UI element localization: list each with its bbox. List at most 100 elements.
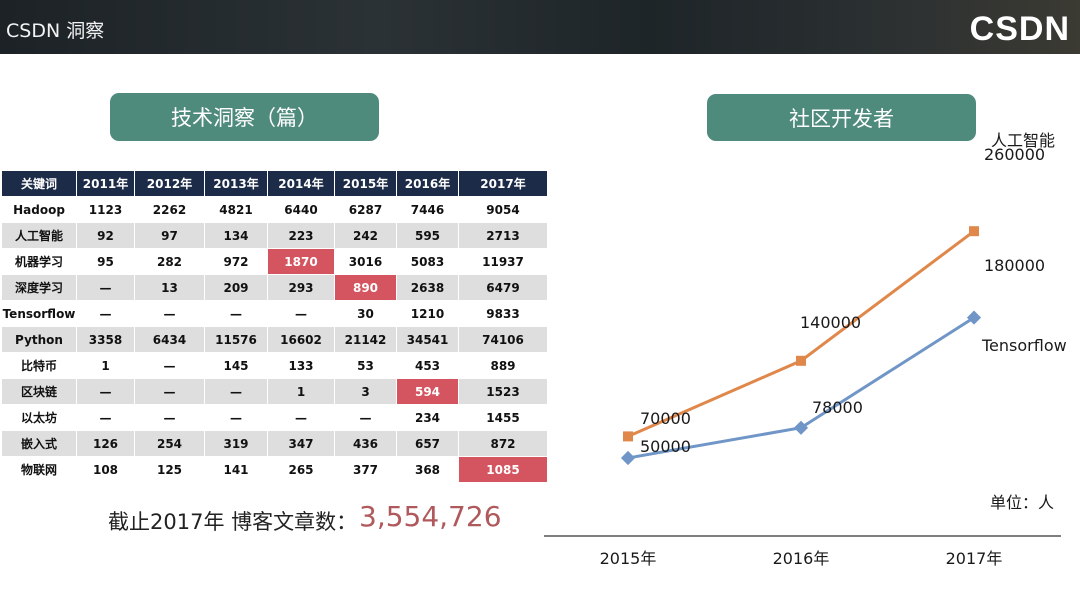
table-header-cell: 2013年 bbox=[204, 170, 268, 197]
count-cell: — bbox=[267, 404, 335, 431]
x-tick-label: 2016年 bbox=[773, 549, 830, 568]
keyword-cell: 机器学习 bbox=[1, 248, 77, 275]
table-header-row: 关键词 2011年 2012年 2013年 2014年 2015年 2016年 2017年 bbox=[1, 170, 548, 197]
count-cell: — bbox=[334, 404, 397, 431]
developer-line-chart: 2015年 2016年 2017年 70000 140000 260000 50000 780… bbox=[544, 131, 1067, 568]
count-cell: 34541 bbox=[396, 326, 459, 353]
count-cell: 108 bbox=[76, 456, 135, 483]
count-cell: 3016 bbox=[334, 248, 397, 275]
count-cell: — bbox=[76, 300, 135, 327]
keyword-cell: 以太坊 bbox=[1, 404, 77, 431]
count-cell: 1 bbox=[76, 352, 135, 379]
keyword-cell: 深度学习 bbox=[1, 274, 77, 301]
count-cell: — bbox=[204, 404, 268, 431]
count-cell: 7446 bbox=[396, 196, 459, 223]
count-cell: 890 bbox=[334, 274, 397, 301]
count-cell: 1123 bbox=[76, 196, 135, 223]
count-cell: 53 bbox=[334, 352, 397, 379]
keyword-cell: 人工智能 bbox=[1, 222, 77, 249]
count-cell: 6440 bbox=[267, 196, 335, 223]
data-label: 260000 bbox=[984, 145, 1045, 164]
keyword-cell: Tensorflow bbox=[1, 300, 77, 327]
data-label: 180000 bbox=[984, 256, 1045, 275]
unit-note: 单位：人 bbox=[990, 493, 1054, 512]
count-cell: 125 bbox=[134, 456, 205, 483]
table-header-cell: 2017年 bbox=[458, 170, 548, 197]
count-cell: 368 bbox=[396, 456, 459, 483]
count-cell: 6479 bbox=[458, 274, 548, 301]
count-cell: 11576 bbox=[204, 326, 268, 353]
ai-data-point bbox=[969, 226, 979, 237]
count-cell: — bbox=[204, 300, 268, 327]
count-cell: 234 bbox=[396, 404, 459, 431]
count-cell: 9054 bbox=[458, 196, 548, 223]
keyword-cell: 比特币 bbox=[1, 352, 77, 379]
table-header-cell: 2014年 bbox=[267, 170, 335, 197]
keyword-cell: 物联网 bbox=[1, 456, 77, 483]
tf-data-point bbox=[793, 420, 809, 435]
table-row: 区块链 — — —1 3 594 1523 bbox=[1, 378, 548, 405]
count-cell: 3358 bbox=[76, 326, 135, 353]
series-name-ai: 人工智能 bbox=[991, 131, 1055, 150]
count-cell: 453 bbox=[396, 352, 459, 379]
table-row: 机器学习 95 282 972 1870 3016 5083 11937 bbox=[1, 248, 548, 275]
table-header-cell: 2016年 bbox=[396, 170, 459, 197]
logo-slogan: 不止于代码 bbox=[979, 55, 1070, 65]
keyword-cell: Hadoop bbox=[1, 196, 77, 223]
count-cell: 6434 bbox=[134, 326, 205, 353]
count-cell: — bbox=[76, 378, 135, 405]
count-cell: 209 bbox=[204, 274, 268, 301]
count-cell: 97 bbox=[134, 222, 205, 249]
series-name-tensorflow: Tensorflow bbox=[981, 336, 1067, 355]
count-cell: — bbox=[267, 300, 335, 327]
count-cell: 1 bbox=[267, 378, 335, 405]
count-cell: 872 bbox=[458, 430, 548, 457]
count-cell: 74106 bbox=[458, 326, 548, 353]
keyword-table: 关键词 2011年 2012年 2013年 2014年 2015年 2016年 2017年 H… bbox=[1, 170, 548, 483]
keyword-cell: 嵌入式 bbox=[1, 430, 77, 457]
table-row: Hadoop 1123 2262 4821 6440 6287 7446 9054 bbox=[1, 196, 548, 223]
count-cell: — bbox=[76, 274, 135, 301]
table-row: 以太坊 — — — — —234 1455 bbox=[1, 404, 548, 431]
table-header-cell: 2015年 bbox=[334, 170, 397, 197]
count-cell: 4821 bbox=[204, 196, 268, 223]
header-banner: CSDN 洞察 CSDN 不止于代码 bbox=[0, 0, 1080, 65]
count-cell: 889 bbox=[458, 352, 548, 379]
count-cell: 2713 bbox=[458, 222, 548, 249]
count-cell: 95 bbox=[76, 248, 135, 275]
count-cell: 6287 bbox=[334, 196, 397, 223]
count-cell: — bbox=[204, 378, 268, 405]
count-cell: 134 bbox=[204, 222, 268, 249]
count-cell: — bbox=[134, 300, 205, 327]
table-header-cell: 2012年 bbox=[134, 170, 205, 197]
count-cell: 133 bbox=[267, 352, 335, 379]
total-posts-label: 截止2017年 博客文章数： bbox=[108, 510, 358, 534]
count-cell: 347 bbox=[267, 430, 335, 457]
count-cell: 11937 bbox=[458, 248, 548, 275]
count-cell: 594 bbox=[396, 378, 459, 405]
count-cell: 282 bbox=[134, 248, 205, 275]
banner-title: CSDN 洞察 bbox=[6, 20, 105, 42]
count-cell: 223 bbox=[267, 222, 335, 249]
total-posts-value: 3,554,726 bbox=[359, 500, 502, 533]
count-cell: 265 bbox=[267, 456, 335, 483]
series-line-0 bbox=[627, 229, 975, 438]
count-cell: 145 bbox=[204, 352, 268, 379]
count-cell: 13 bbox=[134, 274, 205, 301]
count-cell: 126 bbox=[76, 430, 135, 457]
count-cell: 1085 bbox=[458, 456, 548, 483]
count-cell: 30 bbox=[334, 300, 397, 327]
csdn-logo: CSDN bbox=[969, 10, 1070, 48]
table-header-cell: 关键词 bbox=[1, 170, 77, 197]
count-cell: 595 bbox=[396, 222, 459, 249]
count-cell: 254 bbox=[134, 430, 205, 457]
count-cell: 377 bbox=[334, 456, 397, 483]
count-cell: 242 bbox=[334, 222, 397, 249]
ai-data-point bbox=[623, 431, 633, 442]
community-dev-heading: 社区开发者 bbox=[707, 94, 976, 141]
x-tick-label: 2017年 bbox=[946, 549, 1003, 568]
table-row: 深度学习 —13 209 293 890 2638 6479 bbox=[1, 274, 548, 301]
data-label: 50000 bbox=[640, 437, 691, 456]
count-cell: 21142 bbox=[334, 326, 397, 353]
table-row: Python 3358 6434 11576 16602 21142 34541 74106 bbox=[1, 326, 548, 353]
